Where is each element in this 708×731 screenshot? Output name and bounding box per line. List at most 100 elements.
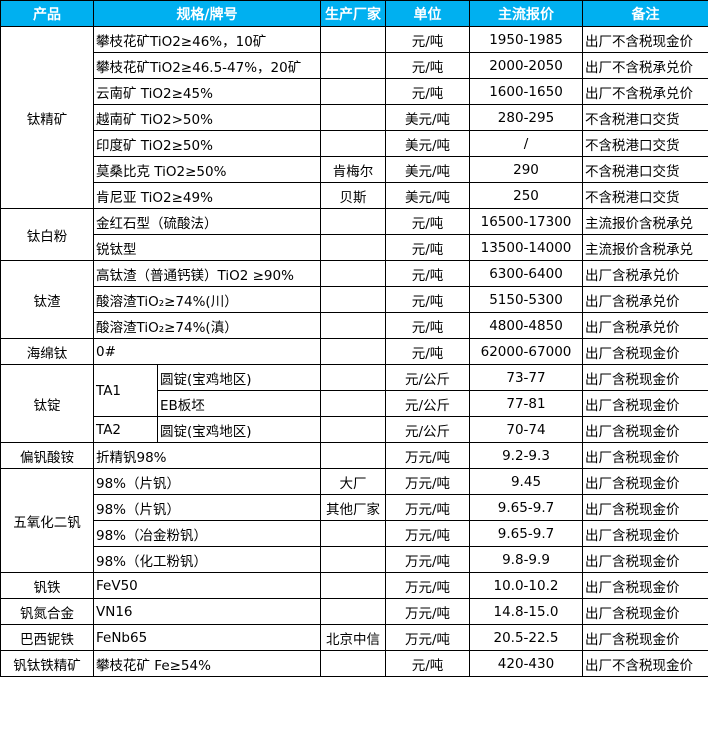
table-row: 肯尼亚 TiO2≥49% 贝斯 美元/吨 250 不含税港口交货 bbox=[1, 182, 708, 209]
table-row: 98%（片钒） 其他厂家 万元/吨 9.65-9.7 出厂含税现金价 bbox=[1, 494, 708, 521]
table-row: 酸溶渣TiO₂≥74%(川） 元/吨 5150-5300 出厂含税承兑价 bbox=[1, 286, 708, 313]
table-row: 锐钛型 元/吨 13500-14000 主流报价含税承兑 bbox=[1, 234, 708, 261]
price-cell: 13500-14000 bbox=[469, 234, 583, 261]
note-cell: 出厂不含税承兑价 bbox=[582, 78, 708, 105]
product-cell: 钒铁 bbox=[0, 572, 94, 599]
unit-cell: 万元/吨 bbox=[385, 494, 470, 521]
spec-cell: 圆锭(宝鸡地区) bbox=[157, 364, 321, 391]
table-row: 攀枝花矿TiO2≥46.5-47%，20矿 元/吨 2000-2050 出厂不含税承兑… bbox=[1, 52, 708, 79]
maker-cell bbox=[320, 650, 386, 677]
note-cell: 主流报价含税承兑 bbox=[582, 208, 708, 235]
note-cell: 出厂含税现金价 bbox=[582, 520, 708, 547]
table-body: 钛精矿 攀枝花矿TiO2≥46%，10矿 元/吨 1950-1985 出厂不含税现金价攀… bbox=[0, 26, 708, 677]
table-row: 印度矿 TiO2≥50% 美元/吨 / 不含税港口交货 bbox=[1, 130, 708, 157]
table-row: 五氧化二钒 98%（片钒） 大厂 万元/吨 9.45 出厂含税现金价 bbox=[0, 468, 708, 573]
header-unit: 单位 bbox=[385, 0, 470, 27]
spec-cell: 攀枝花矿TiO2≥46.5-47%，20矿 bbox=[93, 52, 321, 79]
maker-cell bbox=[320, 312, 386, 339]
product-cell: 偏钒酸铵 bbox=[0, 442, 94, 469]
unit-cell: 元/公斤 bbox=[385, 416, 470, 443]
maker-cell bbox=[320, 572, 386, 599]
price-cell: / bbox=[469, 130, 583, 157]
table-row: 酸溶渣TiO₂≥74%(滇） 元/吨 4800-4850 出厂含税承兑价 bbox=[1, 312, 708, 339]
header-note: 备注 bbox=[582, 0, 708, 27]
maker-cell bbox=[320, 442, 386, 469]
unit-cell: 万元/吨 bbox=[385, 520, 470, 547]
spec-cell: 攀枝花矿TiO2≥46%，10矿 bbox=[93, 26, 321, 53]
unit-cell: 万元/吨 bbox=[385, 598, 470, 625]
maker-cell bbox=[320, 520, 386, 547]
note-cell: 出厂含税现金价 bbox=[582, 442, 708, 469]
price-cell: 14.8-15.0 bbox=[469, 598, 583, 625]
note-cell: 不含税港口交货 bbox=[582, 156, 708, 183]
spec-cell: VN16 bbox=[93, 598, 321, 625]
table-row: TA2 圆锭(宝鸡地区) 元/公斤 70-74 出厂含税现金价 bbox=[1, 416, 708, 443]
note-cell: 出厂含税现金价 bbox=[582, 598, 708, 625]
unit-cell: 美元/吨 bbox=[385, 104, 470, 131]
note-cell: 出厂含税现金价 bbox=[582, 468, 708, 495]
price-cell: 1600-1650 bbox=[469, 78, 583, 105]
product-cell: 海绵钛 bbox=[0, 338, 94, 365]
price-cell: 5150-5300 bbox=[469, 286, 583, 313]
unit-cell: 元/吨 bbox=[385, 260, 470, 287]
unit-cell: 美元/吨 bbox=[385, 156, 470, 183]
table-row: 海绵钛 0# 元/吨 62000-67000 出厂含税现金价 bbox=[0, 338, 708, 365]
header-product: 产品 bbox=[0, 0, 94, 27]
table-row: 98%（冶金粉钒） 万元/吨 9.65-9.7 出厂含税现金价 bbox=[1, 520, 708, 547]
product-cell: 钛白粉 bbox=[0, 208, 94, 261]
unit-cell: 万元/吨 bbox=[385, 442, 470, 469]
spec-cell: 98%（片钒） bbox=[93, 468, 321, 495]
price-cell: 77-81 bbox=[469, 390, 583, 417]
spec-cell: 98%（化工粉钒） bbox=[93, 546, 321, 573]
spec-cell: 印度矿 TiO2≥50% bbox=[93, 130, 321, 157]
maker-cell bbox=[320, 338, 386, 365]
spec-cell: 0# bbox=[93, 338, 321, 365]
table-row: 钒氮合金 VN16 万元/吨 14.8-15.0 出厂含税现金价 bbox=[0, 598, 708, 625]
table-row: 偏钒酸铵 折精钒98% 万元/吨 9.2-9.3 出厂含税现金价 bbox=[0, 442, 708, 469]
maker-cell: 肯梅尔 bbox=[320, 156, 386, 183]
price-cell: 9.2-9.3 bbox=[469, 442, 583, 469]
price-cell: 9.65-9.7 bbox=[469, 520, 583, 547]
maker-cell bbox=[320, 260, 386, 287]
price-cell: 6300-6400 bbox=[469, 260, 583, 287]
maker-cell bbox=[320, 52, 386, 79]
unit-cell: 万元/吨 bbox=[385, 572, 470, 599]
unit-cell: 元/吨 bbox=[385, 208, 470, 235]
table-row: 越南矿 TiO2>50% 美元/吨 280-295 不含税港口交货 bbox=[1, 104, 708, 131]
maker-cell bbox=[320, 26, 386, 53]
note-cell: 出厂含税现金价 bbox=[582, 494, 708, 521]
note-cell: 不含税港口交货 bbox=[582, 130, 708, 157]
unit-cell: 元/吨 bbox=[385, 312, 470, 339]
maker-cell: 大厂 bbox=[320, 468, 386, 495]
product-cell: 钒钛铁精矿 bbox=[0, 650, 94, 677]
spec-cell: 98%（冶金粉钒） bbox=[93, 520, 321, 547]
unit-cell: 美元/吨 bbox=[385, 130, 470, 157]
spec-cell: 折精钒98% bbox=[93, 442, 321, 469]
maker-cell bbox=[320, 104, 386, 131]
note-cell: 出厂不含税现金价 bbox=[582, 650, 708, 677]
table-row: 云南矿 TiO2≥45% 元/吨 1600-1650 出厂不含税承兑价 bbox=[1, 78, 708, 105]
maker-cell bbox=[320, 208, 386, 235]
price-cell: 9.45 bbox=[469, 468, 583, 495]
unit-cell: 元/吨 bbox=[385, 78, 470, 105]
header-maker: 生产厂家 bbox=[320, 0, 386, 27]
note-cell: 不含税港口交货 bbox=[582, 182, 708, 209]
table-row: 钛锭 TA1 圆锭(宝鸡地区) 元/公斤 73-77 出厂含税现金价 bbox=[0, 364, 708, 443]
price-cell: 9.65-9.7 bbox=[469, 494, 583, 521]
unit-cell: 元/公斤 bbox=[385, 390, 470, 417]
price-cell: 280-295 bbox=[469, 104, 583, 131]
spec-cell: EB板坯 bbox=[157, 390, 321, 417]
unit-cell: 元/吨 bbox=[385, 650, 470, 677]
price-cell: 20.5-22.5 bbox=[469, 624, 583, 651]
unit-cell: 元/吨 bbox=[385, 26, 470, 53]
note-cell: 出厂含税现金价 bbox=[582, 624, 708, 651]
table-row: 巴西铌铁 FeNb65 北京中信 万元/吨 20.5-22.5 出厂含税现金价 bbox=[0, 624, 708, 651]
table-row: 钛渣 高钛渣（普通钙镁）TiO2 ≥90% 元/吨 6300-6400 出厂含税承兑价 bbox=[0, 260, 708, 339]
table-row: 98%（化工粉钒） 万元/吨 9.8-9.9 出厂含税现金价 bbox=[1, 546, 708, 573]
maker-cell bbox=[320, 390, 386, 417]
unit-cell: 元/公斤 bbox=[385, 364, 470, 391]
table-row: 钛白粉 金红石型（硫酸法） 元/吨 16500-17300 主流报价含税承兑 bbox=[0, 208, 708, 261]
product-cell: 钒氮合金 bbox=[0, 598, 94, 625]
note-cell: 不含税港口交货 bbox=[582, 104, 708, 131]
price-cell: 2000-2050 bbox=[469, 52, 583, 79]
